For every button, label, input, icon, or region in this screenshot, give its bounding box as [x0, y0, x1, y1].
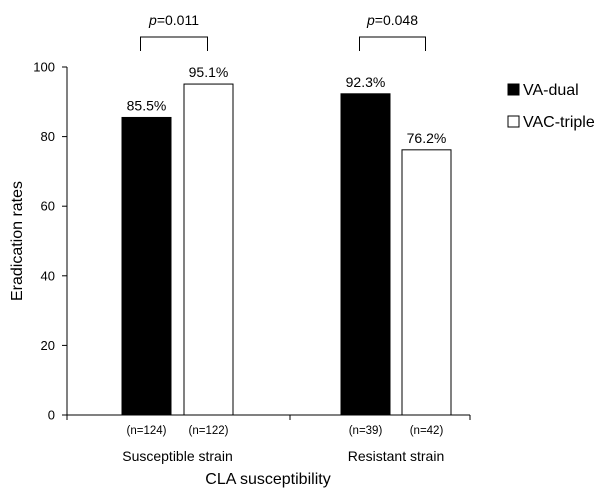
sample-size-label: (n=122) — [189, 425, 229, 437]
bar-va-dual-1 — [340, 93, 391, 416]
y-tick-label: 60 — [41, 199, 55, 214]
bar-value-label: 76.2% — [407, 130, 447, 146]
sample-size-labels: (n=124) (n=39) (n=122) (n=42) — [127, 425, 444, 437]
category-labels: Susceptible strain Resistant strain — [122, 448, 444, 464]
p-value-label: p=0.048 — [366, 12, 418, 28]
bar-value-label: 92.3% — [346, 74, 386, 90]
y-tick-label: 100 — [33, 60, 55, 75]
y-ticks: 0 20 40 60 80 100 — [33, 60, 67, 423]
bar-value-labels: 85.5% 92.3% 95.1% 76.2% — [127, 64, 447, 146]
legend: VA-dual VAC-triple — [507, 82, 595, 131]
bar-value-label: 95.1% — [189, 64, 229, 80]
p-value-annotations: p=0.011 p=0.048 — [140, 12, 426, 51]
category-label: Resistant strain — [348, 448, 444, 464]
x-axis-title: CLA susceptibility — [205, 471, 330, 488]
p-value-bracket — [140, 36, 208, 51]
y-tick-label: 40 — [41, 268, 55, 283]
p-value-label: p=0.011 — [148, 12, 199, 28]
legend-swatch — [507, 83, 520, 96]
legend-label: VA-dual — [523, 82, 579, 99]
bars — [121, 83, 452, 416]
x-ticks — [66, 415, 471, 420]
legend-swatch — [507, 115, 520, 128]
p-value-bracket — [359, 36, 426, 51]
y-tick-label: 0 — [48, 408, 55, 423]
sample-size-label: (n=39) — [349, 425, 383, 437]
category-label: Susceptible strain — [122, 448, 233, 464]
y-axis-title: Eradication rates — [9, 181, 26, 301]
bar-vac-triple-0 — [183, 83, 234, 416]
sample-size-label: (n=42) — [410, 425, 444, 437]
sample-size-label: (n=124) — [127, 425, 167, 437]
bar-value-label: 85.5% — [127, 97, 167, 113]
bar-vac-triple-1 — [401, 149, 452, 416]
bar-va-dual-0 — [121, 116, 172, 416]
y-tick-label: 80 — [41, 129, 55, 144]
legend-label: VAC-triple — [523, 114, 595, 131]
y-tick-label: 20 — [41, 338, 55, 353]
